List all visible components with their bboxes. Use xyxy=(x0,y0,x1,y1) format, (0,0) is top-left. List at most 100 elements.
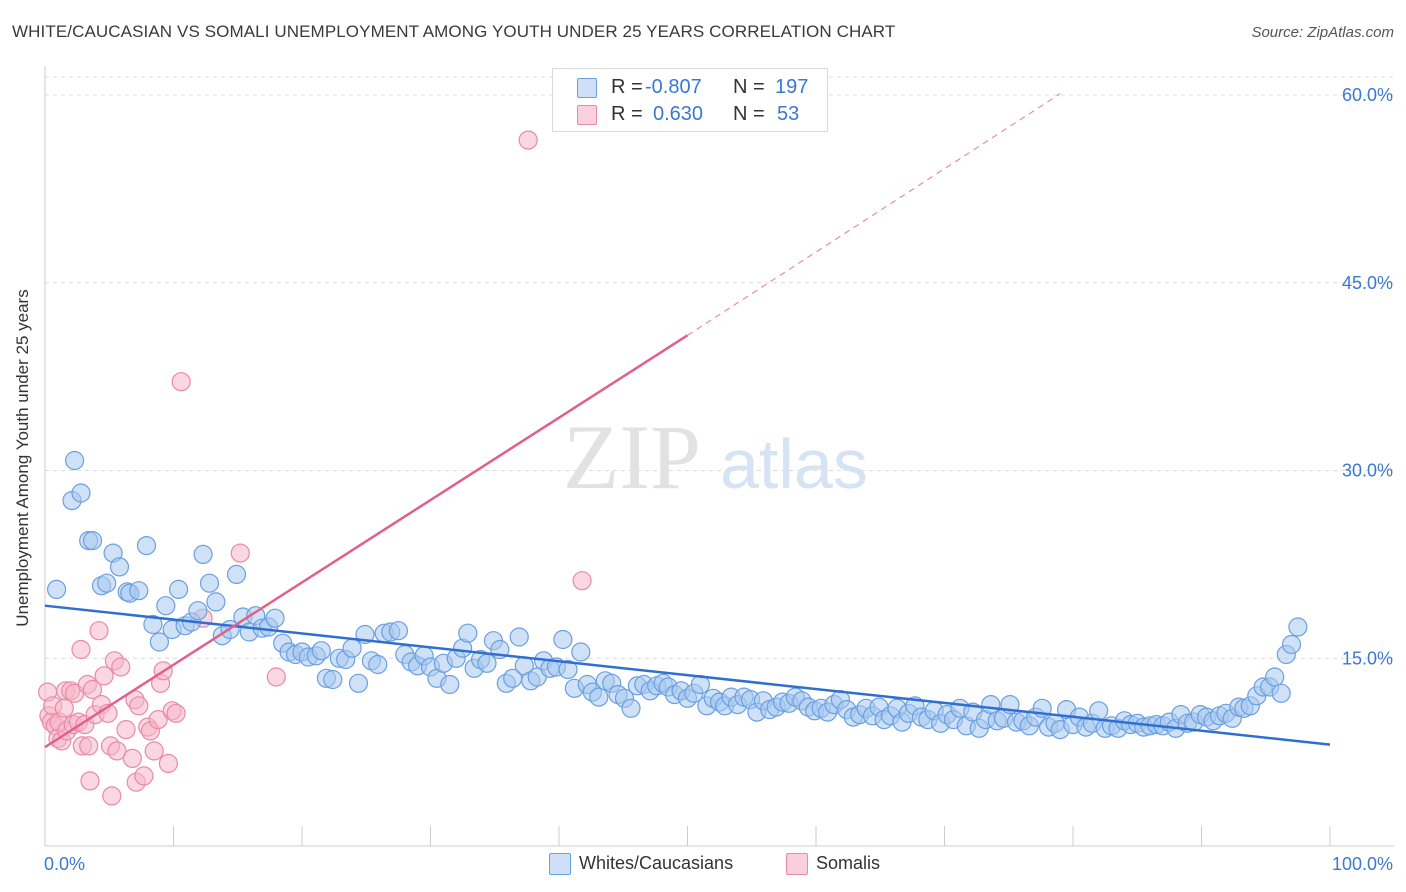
white-point xyxy=(136,535,157,556)
somali-points xyxy=(37,130,592,806)
y-axis-label: Unemployment Among Youth under 25 years xyxy=(13,289,32,627)
somali-point xyxy=(266,667,286,687)
white-point xyxy=(206,592,226,612)
somali-point xyxy=(158,753,178,774)
white-point xyxy=(1288,617,1308,637)
somali-point xyxy=(144,741,164,761)
somali-point xyxy=(572,571,592,591)
white-point xyxy=(71,483,91,503)
somali-point xyxy=(148,709,168,730)
white-point xyxy=(342,638,362,658)
white-trend-line xyxy=(44,604,1331,746)
somali-point xyxy=(116,719,136,740)
somali-point xyxy=(89,621,109,641)
watermark-zip: ZIP xyxy=(563,406,701,508)
series-swatch-whites xyxy=(549,853,571,875)
legend-r-label: R = xyxy=(611,76,643,98)
white-point xyxy=(109,557,130,577)
white-point xyxy=(129,581,149,601)
somali-point xyxy=(166,703,186,723)
somali-point xyxy=(134,766,154,786)
legend-n-label: N = xyxy=(733,103,765,125)
somali-point xyxy=(122,748,142,769)
grid-lines xyxy=(45,76,1394,659)
white-point xyxy=(311,641,331,661)
legend-r-label: R = xyxy=(611,103,643,125)
series-legend: Whites/Caucasians Somalis xyxy=(0,852,1406,876)
legend-r-value: -0.807 xyxy=(645,76,702,98)
legend-n-value: 197 xyxy=(775,76,809,98)
chart-title: WHITE/CAUCASIAN VS SOMALI UNEMPLOYMENT A… xyxy=(12,22,896,41)
x-tick-label: 0.0% xyxy=(44,854,85,874)
white-points xyxy=(46,450,1308,740)
white-point xyxy=(323,669,343,690)
white-point xyxy=(1089,701,1109,721)
white-point xyxy=(143,614,163,635)
white-point xyxy=(1271,683,1291,703)
y-tick-label: 30.0% xyxy=(1342,461,1393,481)
legend-n-label: N = xyxy=(733,76,765,98)
somali-point xyxy=(107,741,127,761)
somali-point xyxy=(94,666,114,686)
somali-point xyxy=(111,657,131,677)
tick-labels: 15.0% 30.0% 45.0% 60.0% 0.0% 100.0% xyxy=(44,85,1393,874)
x-tick-label: 100.0% xyxy=(1332,854,1393,874)
legend-swatch-somalis xyxy=(577,105,597,125)
somali-point xyxy=(518,130,538,150)
white-point xyxy=(1281,634,1302,655)
white-point xyxy=(589,687,609,707)
series-label-whites: Whites/Caucasians xyxy=(579,853,734,873)
source-credit: Source: ZipAtlas.com xyxy=(1251,24,1394,41)
white-point xyxy=(368,654,388,675)
white-point xyxy=(199,573,220,593)
white-point xyxy=(265,608,285,628)
axes xyxy=(44,66,1394,847)
white-point xyxy=(188,601,208,621)
y-tick-label: 60.0% xyxy=(1342,85,1393,105)
somali-point xyxy=(71,639,91,660)
white-point xyxy=(1265,667,1285,687)
watermark-atlas: atlas xyxy=(720,425,868,503)
white-point xyxy=(571,642,591,662)
white-point xyxy=(226,564,247,585)
legend-r-value: 0.630 xyxy=(653,103,704,125)
white-point xyxy=(509,627,529,647)
trend-lines xyxy=(44,93,1331,749)
white-point xyxy=(553,629,573,650)
somali-trend-line xyxy=(44,334,689,749)
somali-point xyxy=(102,786,122,806)
white-point xyxy=(981,694,1001,715)
white-point xyxy=(97,573,117,593)
white-point xyxy=(348,673,369,693)
y-tick-label: 45.0% xyxy=(1342,273,1393,293)
white-point xyxy=(193,544,213,565)
white-point xyxy=(388,621,408,641)
white-point xyxy=(46,579,67,600)
somali-point xyxy=(129,696,149,716)
y-axis-label-wrap: Unemployment Among Youth under 25 years xyxy=(8,0,38,892)
legend-row-somalis: R = 0.630 N = 53 xyxy=(553,100,827,128)
somali-point xyxy=(82,679,103,700)
white-point xyxy=(440,674,460,695)
white-point xyxy=(149,632,169,652)
correlation-legend: R = -0.807 N = 197 R = 0.630 N = 53 xyxy=(552,68,828,132)
somali-point xyxy=(230,543,250,563)
white-point xyxy=(477,653,497,673)
legend-n-value: 53 xyxy=(777,103,800,125)
somali-point xyxy=(79,736,99,756)
series-swatch-somalis xyxy=(786,853,808,875)
somali-point xyxy=(171,372,191,392)
white-point xyxy=(621,698,641,718)
legend-row-whites: R = -0.807 N = 197 xyxy=(553,73,827,101)
white-point xyxy=(458,623,478,643)
legend-swatch-whites xyxy=(577,78,597,98)
white-point xyxy=(558,659,578,680)
white-point xyxy=(169,579,189,600)
series-label-somalis: Somalis xyxy=(816,853,881,873)
white-point xyxy=(82,530,103,551)
somali-point xyxy=(80,771,100,791)
white-point xyxy=(156,596,176,616)
somali-trend-extension xyxy=(687,93,1061,336)
y-tick-label: 15.0% xyxy=(1342,648,1393,668)
